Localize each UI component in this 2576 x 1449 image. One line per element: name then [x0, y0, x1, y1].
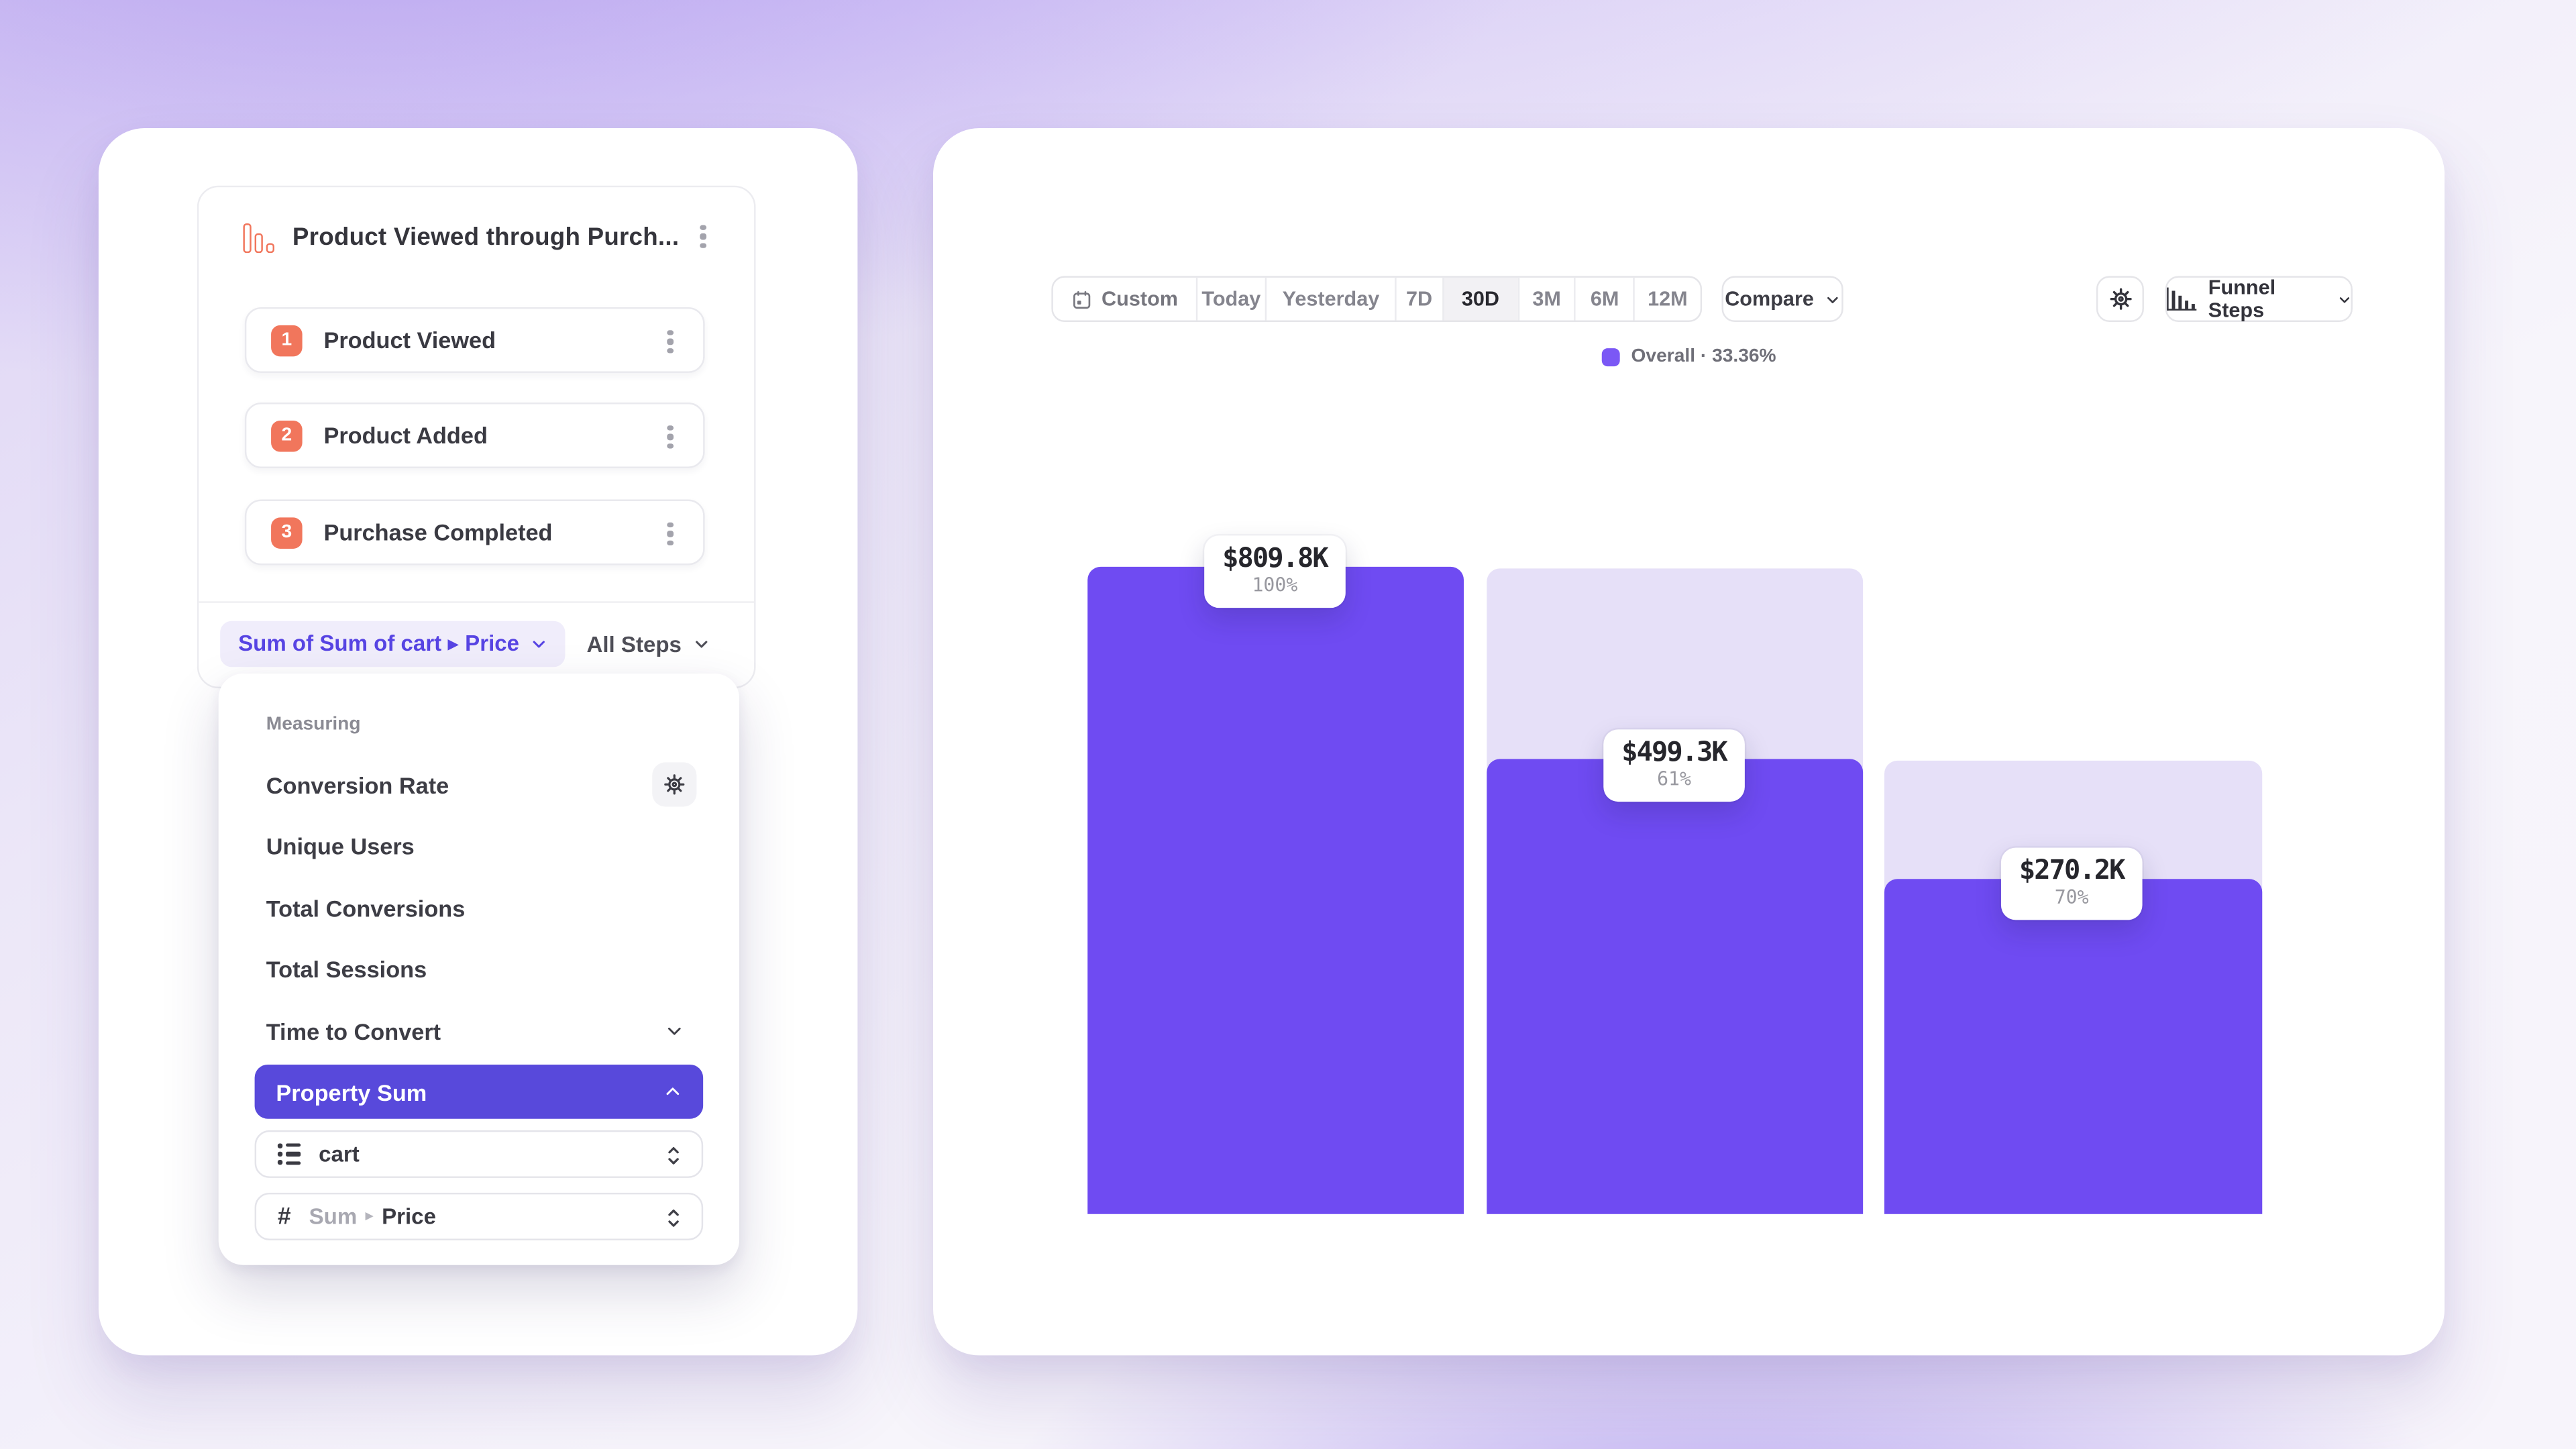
property-select[interactable]: cart — [254, 1130, 704, 1178]
aggregation-prefix: Sum — [309, 1204, 358, 1229]
range-30d-selected[interactable]: 30D — [1442, 277, 1517, 321]
step-label: Product Added — [323, 422, 488, 449]
view-type-label: Funnel Steps — [2208, 276, 2276, 322]
range-today[interactable]: Today — [1195, 277, 1266, 321]
funnel-chart-card: Custom Today Yesterday 7D 30D 3M 6M 12M … — [933, 128, 2445, 1356]
measurement-dropdown[interactable]: Sum of Sum of cart ▸ Price — [220, 621, 566, 667]
step-label: Product Viewed — [323, 327, 496, 354]
chart-legend: Overall · 33.36% — [933, 347, 2445, 366]
step-number-badge: 2 — [271, 419, 303, 451]
query-title: Product Viewed through Purch... — [292, 222, 680, 251]
step-number-badge: 1 — [271, 324, 303, 356]
chevron-down-icon — [533, 641, 545, 648]
bar-value-tooltip-1: $809.8K 100% — [1204, 535, 1346, 607]
query-title-row: Product Viewed through Purch... — [199, 187, 754, 286]
chevron-down-icon — [665, 1022, 684, 1040]
chevron-down-icon — [2339, 296, 2349, 303]
funnel-builder-card: Product Viewed through Purch... 1 Produc… — [98, 128, 858, 1356]
range-custom[interactable]: Custom — [1053, 278, 1195, 321]
step-number-badge: 3 — [271, 517, 303, 548]
range-label: 3M — [1532, 287, 1561, 311]
panel-divider — [199, 601, 755, 603]
calendar-icon — [1072, 290, 1090, 308]
bar-value-tooltip-3: $270.2K 70% — [2000, 847, 2143, 920]
range-3m[interactable]: 3M — [1517, 277, 1574, 321]
range-label: Today — [1201, 287, 1261, 311]
menu-item-total-conversions[interactable]: Total Conversions — [219, 877, 739, 938]
bar-chart-icon — [243, 221, 274, 252]
legend-swatch — [1601, 347, 1620, 366]
list-icon — [278, 1144, 301, 1165]
funnel-bar-step-3[interactable] — [1884, 879, 2263, 1214]
measuring-section-label: Measuring — [266, 714, 361, 735]
menu-item-unique-users[interactable]: Unique Users — [219, 815, 739, 876]
bar-percent: 61% — [1657, 767, 1691, 791]
menu-item-conversion-rate[interactable]: Conversion Rate — [219, 754, 739, 815]
menu-item-label: Unique Users — [266, 832, 415, 859]
legend-label: Overall · 33.36% — [1631, 346, 1776, 367]
bar-percent: 100% — [1252, 574, 1298, 597]
step-kebab-menu-icon[interactable] — [659, 424, 682, 450]
menu-item-total-sessions[interactable]: Total Sessions — [219, 938, 739, 999]
funnel-step-row-2[interactable]: 2 Product Added — [244, 402, 705, 468]
chevron-down-icon — [695, 641, 708, 648]
step-kebab-menu-icon[interactable] — [659, 521, 682, 547]
range-yesterday[interactable]: Yesterday — [1265, 277, 1395, 321]
range-label: 12M — [1648, 287, 1688, 311]
range-label: Yesterday — [1282, 287, 1380, 311]
breadcrumb-arrow-icon: ▸ — [365, 1207, 374, 1226]
gear-icon — [2109, 288, 2131, 310]
range-label: 7D — [1405, 287, 1433, 311]
select-updown-icon — [665, 1206, 682, 1231]
menu-item-property-sum-selected[interactable]: Property Sum — [254, 1064, 704, 1119]
steps-scope-label: All Steps — [586, 631, 682, 657]
menu-item-time-to-convert[interactable]: Time to Convert — [219, 1000, 739, 1061]
bar-value: $270.2K — [2019, 854, 2126, 885]
bar-value: $499.3K — [1621, 736, 1728, 767]
funnel-step-row-3[interactable]: 3 Purchase Completed — [244, 499, 705, 566]
measurement-row: Sum of Sum of cart ▸ Price All Steps — [220, 621, 736, 667]
range-label: 30D — [1461, 287, 1499, 311]
range-label: Custom — [1102, 287, 1178, 311]
gear-icon[interactable] — [652, 762, 697, 807]
menu-item-label: Conversion Rate — [266, 771, 449, 798]
select-updown-icon — [665, 1143, 682, 1168]
funnel-query-panel: Product Viewed through Purch... 1 Produc… — [197, 185, 756, 689]
step-label: Purchase Completed — [323, 519, 553, 546]
aggregation-value: Price — [382, 1204, 436, 1229]
menu-item-label: Time to Convert — [266, 1018, 441, 1044]
aggregation-select[interactable]: # Sum ▸ Price — [254, 1192, 704, 1240]
range-6m[interactable]: 6M — [1574, 277, 1633, 321]
compare-button[interactable]: Compare — [1721, 276, 1843, 322]
bar-percent: 70% — [2054, 885, 2089, 909]
view-type-dropdown[interactable]: Funnel Steps — [2165, 276, 2353, 322]
chevron-down-icon — [1827, 296, 1838, 303]
hash-icon: # — [277, 1203, 291, 1230]
bar-value: $809.8K — [1222, 542, 1329, 574]
date-range-segmented-control: Custom Today Yesterday 7D 30D 3M 6M 12M — [1051, 276, 1703, 322]
compare-label: Compare — [1725, 287, 1814, 311]
measurement-dropdown-label: Sum of Sum of cart ▸ Price — [238, 631, 520, 656]
range-7d[interactable]: 7D — [1394, 277, 1442, 321]
property-select-value: cart — [319, 1142, 360, 1167]
menu-item-label: Total Sessions — [266, 955, 427, 982]
range-label: 6M — [1590, 287, 1619, 311]
menu-item-label: Total Conversions — [266, 894, 466, 921]
range-12m[interactable]: 12M — [1633, 277, 1701, 321]
measuring-popover: Measuring Conversion Rate Unique Users T… — [218, 674, 740, 1265]
menu-item-label: Property Sum — [276, 1078, 427, 1105]
funnel-bar-step-1[interactable] — [1087, 566, 1464, 1214]
chart-settings-button[interactable] — [2096, 276, 2144, 322]
funnel-bar-step-2[interactable] — [1487, 759, 1864, 1214]
bar-value-tooltip-2: $499.3K 61% — [1603, 729, 1745, 801]
query-kebab-menu-icon[interactable] — [692, 223, 714, 250]
step-kebab-menu-icon[interactable] — [659, 329, 682, 355]
steps-scope-dropdown[interactable]: All Steps — [586, 631, 709, 657]
funnel-step-row-1[interactable]: 1 Product Viewed — [244, 307, 705, 373]
chevron-up-icon — [663, 1083, 682, 1101]
funnel-steps-icon — [2167, 287, 2197, 311]
